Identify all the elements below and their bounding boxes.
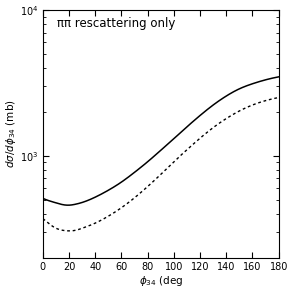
X-axis label: $\phi_{34}$ (deg: $\phi_{34}$ (deg [139,274,183,288]
Y-axis label: $d\sigma/d\phi_{34}$ (mb): $d\sigma/d\phi_{34}$ (mb) [4,100,18,168]
Text: ππ rescattering only: ππ rescattering only [57,18,175,30]
